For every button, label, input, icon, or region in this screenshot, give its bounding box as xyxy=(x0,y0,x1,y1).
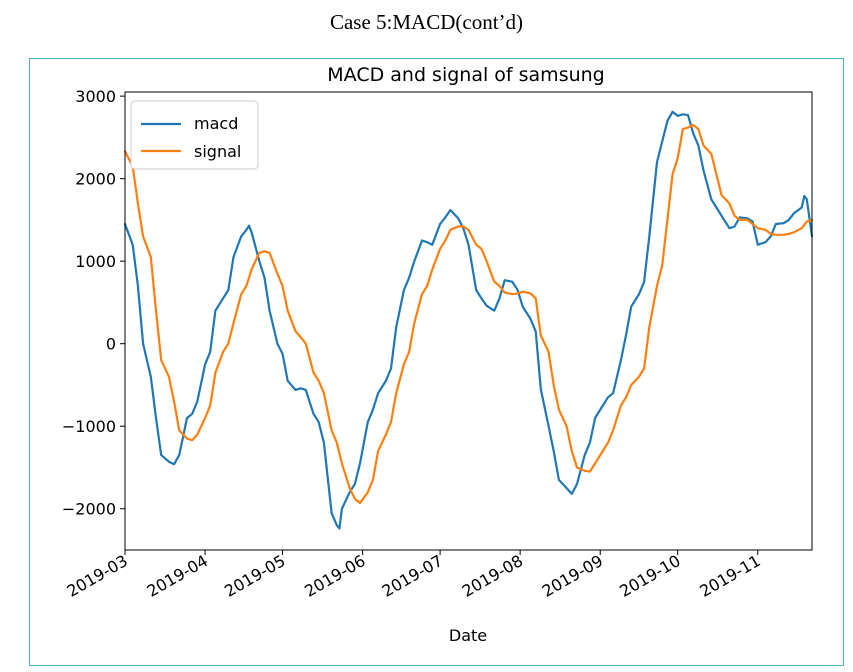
x-tick-label: 2019-04 xyxy=(144,551,211,601)
x-tick-label: 2019-09 xyxy=(539,551,606,601)
legend-label-macd: macd xyxy=(194,114,238,133)
series-line-macd xyxy=(123,110,814,530)
x-axis: 2019-03 2019-04 2019-05 2019-06 2019-07 2019-… xyxy=(64,550,764,601)
x-tick-label: 2019-06 xyxy=(301,551,368,601)
x-tick-label: 2019-03 xyxy=(64,551,131,601)
y-tick-label: 0 xyxy=(106,335,116,354)
x-tick-label: 2019-10 xyxy=(616,551,683,601)
chart-title: MACD and signal of samsung xyxy=(327,64,604,86)
x-tick-label: 2019-05 xyxy=(221,551,288,601)
slide-heading: Case 5:MACD(cont’d) xyxy=(329,10,524,34)
plot-area-border xyxy=(124,91,813,551)
y-tick-label: −1000 xyxy=(62,417,116,436)
x-tick-label: 2019-11 xyxy=(696,551,763,601)
y-tick-label: 3000 xyxy=(75,87,116,106)
y-axis: 3000 2000 1000 0 −1000 −2000 xyxy=(62,87,125,519)
y-tick-label: −2000 xyxy=(62,500,116,519)
legend-label-signal: signal xyxy=(194,142,241,161)
y-tick-label: 1000 xyxy=(75,252,116,271)
x-tick-label: 2019-07 xyxy=(379,551,446,601)
x-axis-title: Date xyxy=(449,626,487,645)
series-lines-layer xyxy=(123,110,814,530)
y-tick-label: 2000 xyxy=(75,170,116,189)
legend: macd signal xyxy=(130,100,259,170)
series-line-signal xyxy=(123,123,814,505)
x-tick-label: 2019-08 xyxy=(459,551,526,601)
